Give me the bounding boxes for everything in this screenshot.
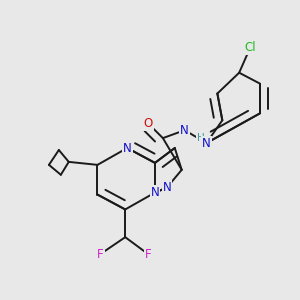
Text: Cl: Cl — [244, 41, 256, 55]
Text: N: N — [123, 142, 132, 154]
Text: F: F — [145, 248, 151, 260]
Text: F: F — [97, 248, 104, 260]
Text: N: N — [202, 136, 211, 150]
Text: O: O — [143, 117, 153, 130]
Text: H: H — [197, 133, 204, 143]
Text: N: N — [180, 124, 189, 137]
Text: N: N — [151, 186, 159, 199]
Text: N: N — [163, 181, 171, 194]
